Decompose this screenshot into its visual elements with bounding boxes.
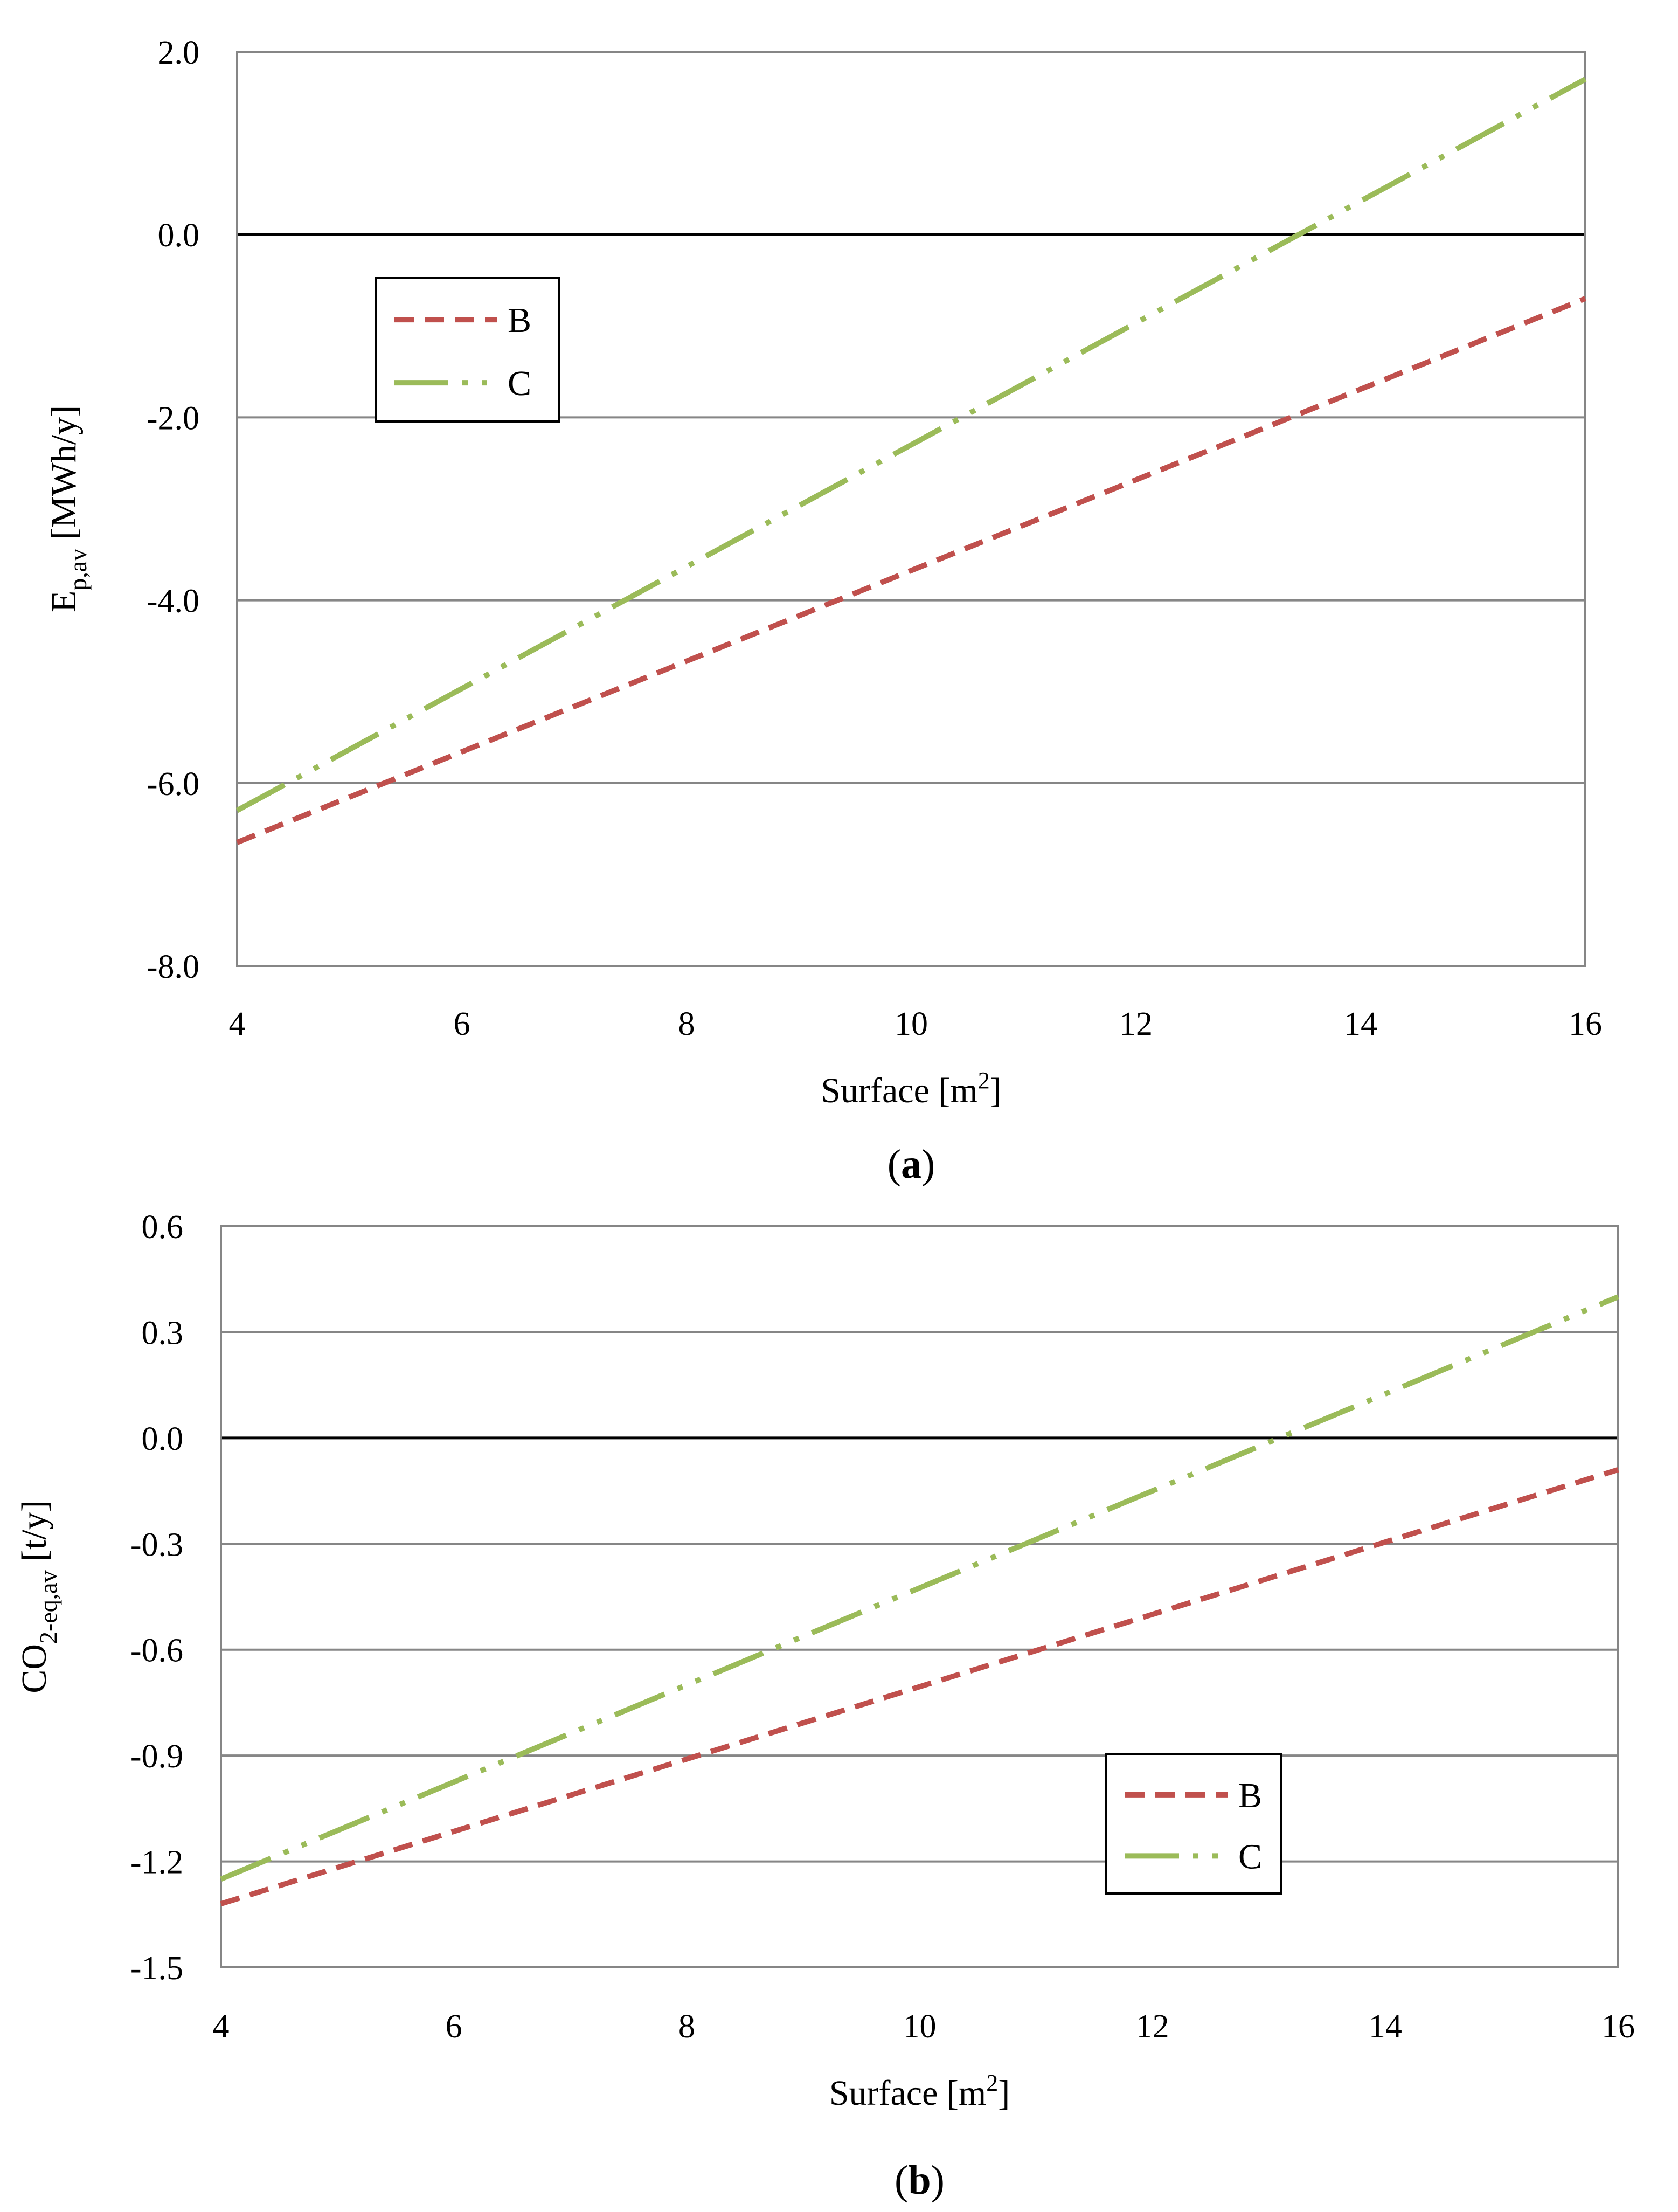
x-tick-label: 4 (213, 2008, 230, 2045)
x-tick-label: 10 (895, 1006, 928, 1042)
caption-letter: a (901, 1142, 921, 1187)
y-axis-label-sub: p,av (64, 549, 92, 591)
caption-letter: b (908, 2158, 931, 2203)
x-tick-label: 14 (1344, 1006, 1377, 1042)
caption: (a) (887, 1142, 935, 1187)
y-tick-label: -4.0 (147, 583, 199, 620)
y-tick-label: -0.3 (130, 1526, 183, 1563)
legend-label-B: B (508, 301, 531, 340)
x-tick-label: 12 (1119, 1006, 1153, 1042)
series-line-B (220, 1467, 1619, 1906)
legend-label-B: B (1238, 1776, 1262, 1815)
x-axis-label: Surface [m2] (821, 1067, 1001, 1110)
x-tick-label: 10 (903, 2008, 937, 2045)
chart-a: 2.0 0.0 -2.0 -4.0 -6.0 -8.0 4 6 8 10 12 14 16 Surface… (44, 34, 1602, 1187)
series-line-B (236, 296, 1586, 845)
x-axis-label: Surface [m2] (829, 2070, 1010, 2113)
y-tick-label: -2.0 (147, 400, 199, 437)
plot-area (236, 51, 1586, 967)
x-tick-label: 8 (678, 1006, 695, 1042)
y-tick-label: -1.2 (130, 1844, 183, 1881)
y-tick-label: 2.0 (158, 34, 200, 71)
x-axis-label-sup: 2 (978, 1067, 990, 1094)
legend-box (375, 277, 560, 423)
y-axis-label-sub: 2-eq,av (34, 1570, 62, 1644)
y-tick-label: -0.6 (130, 1633, 183, 1669)
x-tick-label: 8 (678, 2008, 695, 2045)
y-tick-label: 0.0 (142, 1421, 184, 1457)
x-tick-label: 6 (454, 1006, 470, 1042)
x-tick-label: 16 (1569, 1006, 1602, 1042)
y-tick-label: -6.0 (147, 766, 199, 803)
y-tick-label: -8.0 (147, 949, 199, 985)
y-tick-label: 0.6 (142, 1209, 184, 1246)
x-tick-label: 12 (1136, 2008, 1169, 2045)
legend-label-C: C (508, 364, 531, 403)
x-tick-label: 14 (1369, 2008, 1402, 2045)
caption: (b) (895, 2158, 945, 2203)
series-line-C (235, 77, 1587, 813)
plot-area (220, 1225, 1619, 1968)
y-tick-label: 0.3 (142, 1315, 184, 1351)
x-tick-label: 4 (229, 1006, 246, 1042)
legend-label-C: C (1238, 1837, 1262, 1876)
legend-box (1105, 1753, 1282, 1895)
y-axis-label: CO2-eq,av [t/y] (15, 1500, 62, 1693)
y-tick-label: 0.0 (158, 217, 200, 254)
y-tick-label: -0.9 (130, 1738, 183, 1775)
y-axis-label: Ep,av [MWh/y] (44, 405, 92, 612)
x-tick-label: 6 (446, 2008, 462, 2045)
series-line-C (220, 1294, 1619, 1882)
y-tick-label: -1.5 (130, 1950, 183, 1987)
x-tick-label: 16 (1601, 2008, 1635, 2045)
x-axis-label-sup: 2 (986, 2070, 998, 2096)
chart-b: 0.6 0.3 0.0 -0.3 -0.6 -0.9 -1.2 -1.5 4 6 8 10 12 14 16… (15, 1209, 1635, 2203)
